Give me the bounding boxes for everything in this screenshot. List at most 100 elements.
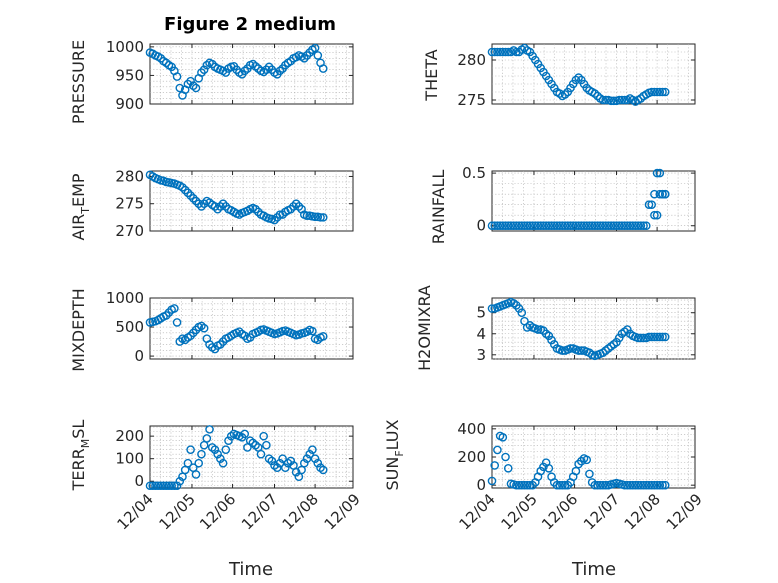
- ylabel-terr-main: TERR: [69, 448, 88, 491]
- data-point-pressure: [191, 83, 201, 93]
- data-point-theta: [598, 95, 608, 105]
- data-point-sunflux: [595, 480, 605, 490]
- data-point-terrmsl: [172, 481, 182, 491]
- data-point-rainfall: [555, 221, 564, 231]
- data-point-h2omixra: [658, 332, 667, 342]
- ytick-label-h2omixra: 4: [476, 325, 486, 343]
- ylabel-rainfall: RAINFALL: [429, 170, 448, 245]
- data-point-terrmsl: [167, 481, 176, 491]
- data-point-theta: [609, 96, 619, 106]
- ylabel-airtemp-tail: EMP: [69, 173, 88, 207]
- data-point-h2omixra: [577, 346, 586, 355]
- data-point-mixdepth: [197, 321, 206, 331]
- data-point-rainfall: [487, 221, 497, 231]
- data-point-airtemp: [294, 202, 304, 211]
- ylabel-mixdepth: MIXDEPTH: [69, 288, 88, 371]
- data-point-pressure: [175, 83, 185, 93]
- data-point-rainfall: [639, 221, 648, 231]
- data-point-rainfall: [582, 221, 592, 231]
- ytick-label-rainfall: 0.5: [462, 164, 486, 182]
- data-point-sunflux: [633, 480, 643, 490]
- ytick-label-airtemp: 275: [115, 195, 144, 213]
- data-point-rainfall: [641, 221, 651, 231]
- data-point-rainfall: [652, 210, 662, 220]
- data-point-airtemp: [316, 213, 325, 222]
- data-point-rainfall: [509, 221, 518, 231]
- data-point-rainfall: [579, 221, 589, 231]
- axes-pressure: [149, 43, 354, 105]
- data-point-theta: [520, 43, 529, 53]
- data-point-theta: [582, 83, 592, 93]
- xtick-label: 12/07: [580, 490, 623, 533]
- data-point-sunflux: [536, 466, 546, 476]
- data-point-rainfall: [604, 221, 613, 231]
- axes-airtemp: [149, 170, 354, 232]
- plot-mixdepth: 0 500 1000: [106, 289, 354, 365]
- xtick-label: 12/05: [155, 490, 198, 533]
- data-point-h2omixra: [566, 344, 575, 353]
- data-point-terrmsl: [186, 445, 195, 454]
- data-point-terrmsl: [153, 481, 163, 491]
- data-point-sunflux: [631, 480, 640, 490]
- data-point-airtemp: [318, 213, 328, 222]
- data-point-theta: [620, 95, 629, 105]
- data-point-sunflux: [628, 480, 638, 490]
- data-point-rainfall: [601, 221, 610, 231]
- ytick-label-mixdepth: 500: [115, 318, 144, 336]
- data-point-theta: [490, 47, 500, 57]
- data-point-rainfall: [650, 189, 659, 199]
- data-point-rainfall: [612, 221, 621, 231]
- xtick-label: 12/04: [456, 490, 499, 533]
- data-point-airtemp: [218, 199, 228, 209]
- data-point-theta: [655, 87, 665, 97]
- data-point-airtemp: [191, 196, 201, 206]
- data-point-theta: [617, 95, 627, 105]
- data-point-pressure: [172, 72, 182, 81]
- data-point-theta: [647, 87, 656, 97]
- data-point-terrmsl: [313, 458, 323, 468]
- plot-pressure: 900 950 1000: [106, 38, 354, 113]
- axes-terrmsl: [149, 425, 354, 489]
- data-point-theta: [660, 87, 670, 97]
- data-point-terrmsl: [216, 454, 225, 463]
- data-point-rainfall: [577, 221, 586, 231]
- data-point-terrmsl: [275, 458, 285, 468]
- ytick-label-pressure: 1000: [106, 38, 144, 56]
- data-point-sunflux: [625, 480, 635, 490]
- data-point-terrmsl: [148, 481, 158, 491]
- data-point-sunflux: [539, 462, 548, 472]
- data-point-rainfall: [539, 221, 548, 231]
- data-point-sunflux: [590, 480, 600, 490]
- data-point-rainfall: [568, 221, 578, 231]
- data-point-airtemp: [310, 212, 320, 222]
- xtick-label: 12/06: [196, 490, 239, 533]
- data-point-sunflux: [601, 480, 610, 490]
- data-point-pressure: [310, 43, 320, 53]
- ylabel-terrmsl: TERRMSL: [69, 420, 92, 492]
- data-point-rainfall: [609, 221, 619, 231]
- ytick-label-theta: 280: [457, 51, 486, 69]
- data-point-rainfall: [558, 221, 567, 231]
- ylabel-sun-main: SUN: [383, 457, 402, 491]
- data-point-mixdepth: [180, 335, 190, 345]
- data-point-sunflux: [585, 469, 594, 479]
- axes-mixdepth: [149, 297, 354, 360]
- data-point-h2omixra: [517, 308, 527, 318]
- data-point-sunflux: [623, 480, 632, 490]
- ytick-label-mixdepth: 0: [134, 347, 144, 365]
- data-point-mixdepth: [170, 304, 179, 313]
- data-point-rainfall: [636, 221, 646, 231]
- data-point-sunflux: [493, 445, 502, 455]
- data-point-rainfall: [655, 189, 665, 199]
- plot-rainfall: 00.5: [462, 164, 696, 235]
- data-point-rainfall: [495, 221, 505, 231]
- data-point-terrmsl: [151, 481, 160, 491]
- data-point-rainfall: [625, 221, 635, 231]
- data-point-h2omixra: [644, 332, 654, 342]
- data-point-rainfall: [655, 168, 665, 178]
- data-point-rainfall: [536, 221, 546, 231]
- data-point-h2omixra: [547, 335, 556, 345]
- data-point-h2omixra: [623, 325, 632, 334]
- data-point-rainfall: [517, 221, 527, 231]
- data-point-sunflux: [517, 480, 527, 490]
